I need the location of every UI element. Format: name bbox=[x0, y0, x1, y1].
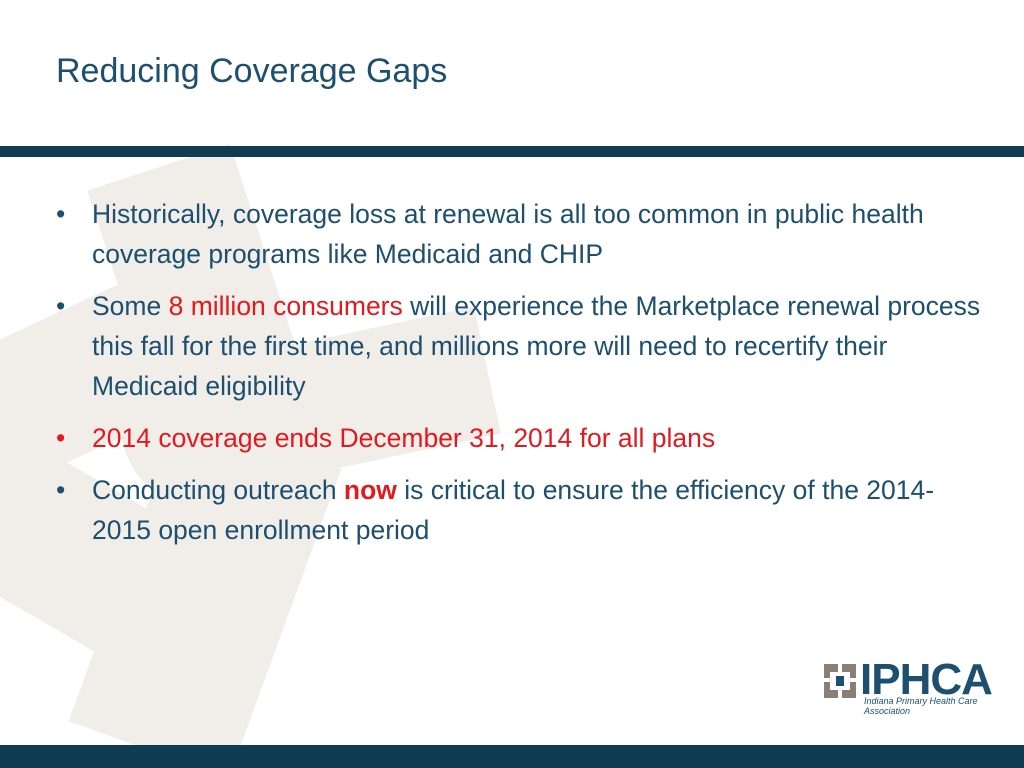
bullet-text-start: Some bbox=[92, 291, 169, 321]
bullet-item: • Historically, coverage loss at renewal… bbox=[56, 194, 986, 274]
logo-mark-icon bbox=[824, 664, 856, 698]
bullet-text-start: Conducting outreach bbox=[92, 475, 344, 505]
bullet-item-highlighted: • 2014 coverage ends December 31, 2014 f… bbox=[56, 418, 986, 458]
bullet-marker: • bbox=[56, 291, 66, 321]
bullet-text: 2014 coverage ends December 31, 2014 for… bbox=[92, 423, 716, 453]
iphca-logo: IPHCA Indiana Primary Health Care Associ… bbox=[824, 656, 994, 722]
bullet-text: Historically, coverage loss at renewal i… bbox=[92, 199, 924, 269]
bullet-text-end: will experience the Marketplace renewal … bbox=[92, 291, 981, 401]
bullet-marker: • bbox=[56, 199, 66, 229]
bullet-list: • Historically, coverage loss at renewal… bbox=[56, 194, 986, 562]
bullet-item: • Some 8 million consumers will experien… bbox=[56, 286, 986, 406]
footer-bar bbox=[0, 745, 1024, 768]
slide-title: Reducing Coverage Gaps bbox=[56, 52, 448, 90]
logo-subtitle: Indiana Primary Health Care Association bbox=[864, 696, 978, 716]
bullet-marker: • bbox=[56, 423, 66, 453]
highlight-text: 8 million consumers bbox=[168, 291, 403, 321]
title-divider bbox=[0, 146, 1024, 157]
bullet-item: • Conducting outreach now is critical to… bbox=[56, 470, 986, 550]
bullet-marker: • bbox=[56, 475, 66, 505]
highlight-text: now bbox=[343, 475, 397, 505]
bullet-text-end: is critical to ensure the efficiency of … bbox=[92, 475, 935, 545]
logo-wordmark: IPHCA bbox=[860, 655, 993, 704]
